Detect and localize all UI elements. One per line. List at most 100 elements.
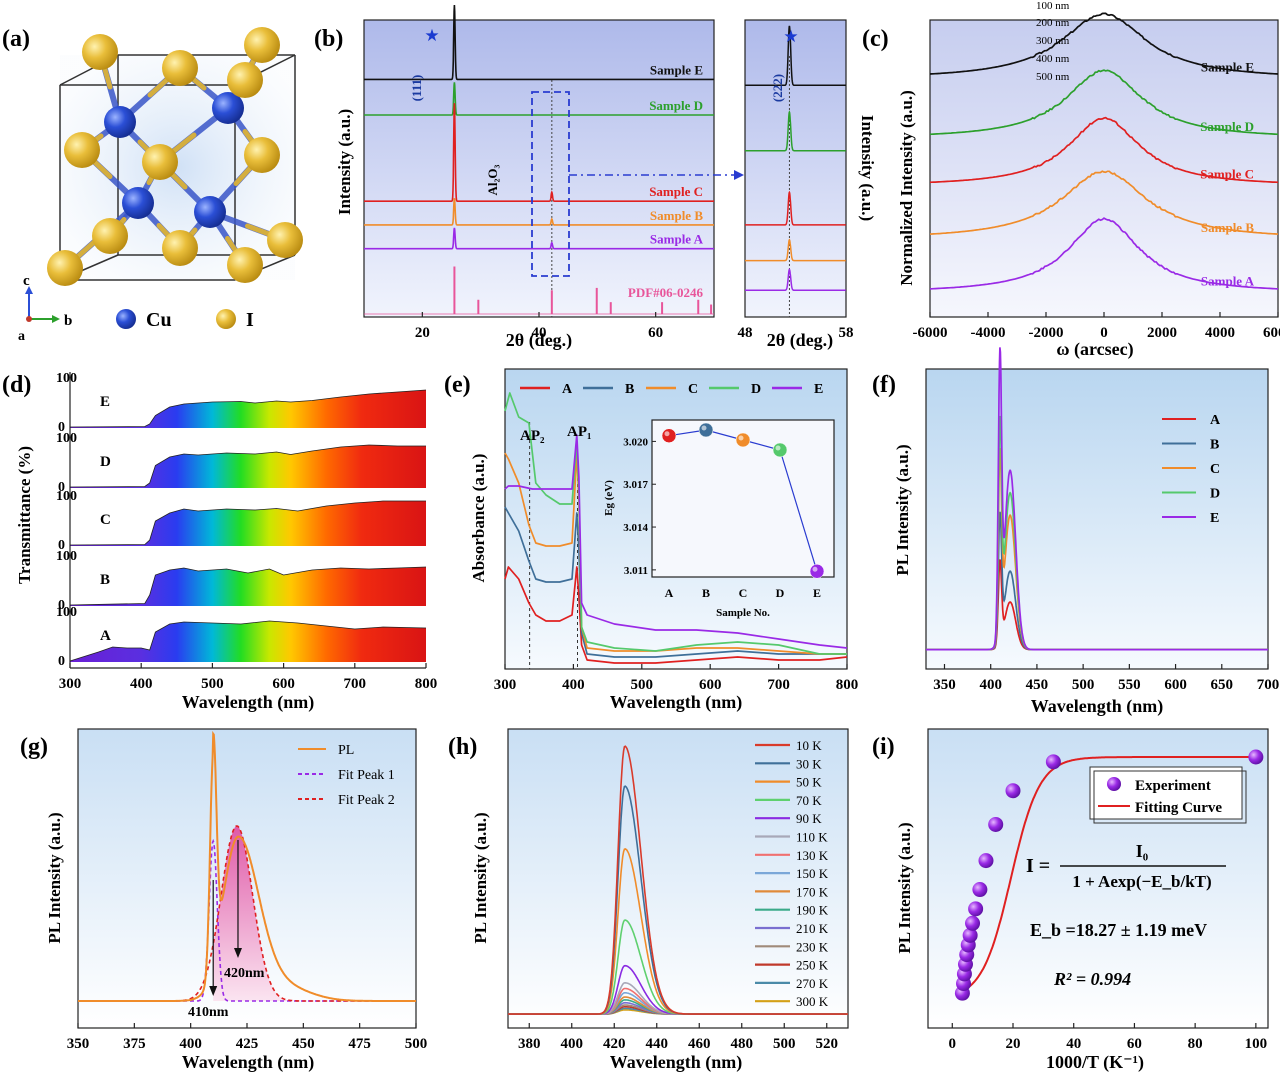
ylabel-b: Intensity (a.u.) [335,109,354,215]
legend-i: I [246,309,254,331]
h-xtick-label: 480 [731,1036,754,1052]
transmittance-line [69,566,427,606]
series-line [929,69,1279,136]
f-xtick-label: 550 [1118,677,1141,693]
series-label: Sample B [650,208,703,223]
series-label: Sample C [1200,166,1254,181]
i-atom [142,144,178,180]
cu-atom [104,106,136,138]
panel-label-h: (h) [448,734,477,760]
pl-temperature-plot: 10 K 30 K 50 K 70 K 90 K 110 K 130 K 150 K 170 K… [508,738,848,1052]
inset-xtick-label: C [739,586,748,600]
d-xtick-label: 800 [415,676,438,692]
subplot-label: E [100,394,110,410]
ylabel-i: PL Intensity (a.u.) [895,822,914,953]
i-atom [47,250,83,286]
series-line [929,116,1279,184]
xlabel-i: 1000/T (K⁻¹) [1046,1052,1144,1073]
legend-label: B [625,382,634,397]
series-label: Sample B [1201,220,1254,235]
legend-label: 170 K [796,884,829,899]
series-line [364,103,714,202]
legend-label: Fit Peak 1 [338,768,395,783]
inset-ytick-label: 3.011 [624,565,648,577]
series-line [504,434,848,649]
legend-label: 30 K [796,756,822,771]
f-xtick-label: 700 [1257,677,1280,693]
i-xtick-label: 0 [949,1036,957,1052]
c-xtick-label: 4000 [1205,325,1235,341]
ylabel-f: PL Intensity (a.u.) [893,444,912,575]
xlabel-f: Wavelength (nm) [1031,696,1164,717]
rocking-curve-plot: Sample E Sample D Sample C Sample B Sample A… [913,12,1280,341]
panel-label-b: (b) [314,26,343,52]
legend-label: 230 K [796,939,829,954]
series-label: Sample A [1201,273,1255,288]
series-line [364,227,714,250]
subplot-ytick-100: 100 [56,371,77,386]
legend-label: 270 K [796,976,829,991]
inset-xtick-label: B [702,586,710,600]
i-atom [244,27,280,63]
f-xtick-label: 400 [979,677,1002,693]
xrd-zoom-plot: 48 58 [738,25,854,341]
series-label: Sample D [1200,119,1254,134]
experiment-point [972,882,988,898]
legend-label: PL [338,743,354,758]
g-xtick-label: 450 [292,1036,315,1052]
f-xtick-label: 650 [1211,677,1234,693]
inset-xtick-label: E [813,586,821,600]
i-atom [162,230,198,266]
axis-a-label: a [18,329,25,344]
ap2-label: AP₂ [520,428,545,444]
legend-label: E [814,382,823,397]
series-label: Sample D [649,98,703,113]
h-xtick-label: 500 [773,1036,796,1052]
legend-label: 250 K [796,958,829,973]
experiment-point [978,853,994,869]
panel-label-e: (e) [444,372,471,398]
ylabel-g: PL Intensity (a.u.) [45,812,64,943]
f-xtick-label: 350 [933,677,956,693]
i-atom [267,222,303,258]
f-xtick-label: 600 [1164,677,1187,693]
inset-ytick-label: 3.014 [623,522,648,534]
equation: I = I₀ 1 + Aexp(−E_b/kT) [1026,841,1226,891]
f-xtick-label: 450 [1026,677,1049,693]
equation-denominator: 1 + Aexp(−E_b/kT) [1072,872,1211,891]
experiment-point [988,816,1004,832]
pl-line [78,730,416,1002]
series-line [745,190,846,226]
ylabel-d: Transmittance (%) [15,446,34,584]
e-xtick-label: 500 [631,677,654,693]
series-line [929,170,1279,235]
legend-box-shadow [1093,770,1247,824]
c-xtick-label: -4000 [971,325,1006,341]
legend-label: Fitting Curve [1135,800,1222,816]
i-xtick-label: 20 [1006,1036,1021,1052]
xlabel-g: Wavelength (nm) [182,1052,315,1073]
experiment-point [968,901,984,917]
arrowhead-420 [233,948,242,958]
panel-label-g: (g) [20,734,48,760]
inset-point-highlight [664,431,670,437]
panel-g: (g) PL Fit Peak 1 Fit Peak 2 350 375 400 425 45… [20,728,427,1073]
c-xtick-label: 0 [1100,325,1108,341]
axis-triad: c b a [18,273,72,344]
i-atom [92,218,128,254]
experiment-point [1045,754,1061,770]
panel-b: (b) PDF#06-0246 Sample E Sample D Sample C S… [314,5,877,351]
subplot-ytick-100: 100 [56,431,77,446]
legend-label: 90 K [796,811,822,826]
i-atom [162,50,198,86]
d-xtick-label: 500 [201,676,224,692]
inset-ytick-label: 3.017 [623,479,648,491]
peak-label-111: (111) [409,75,424,102]
series-line [929,12,1279,75]
peak2-fill [213,826,304,1001]
r2-value: R² = 0.994 [1053,969,1131,989]
panel-label-f: (f) [872,372,896,398]
plot-area-f [925,368,1269,670]
